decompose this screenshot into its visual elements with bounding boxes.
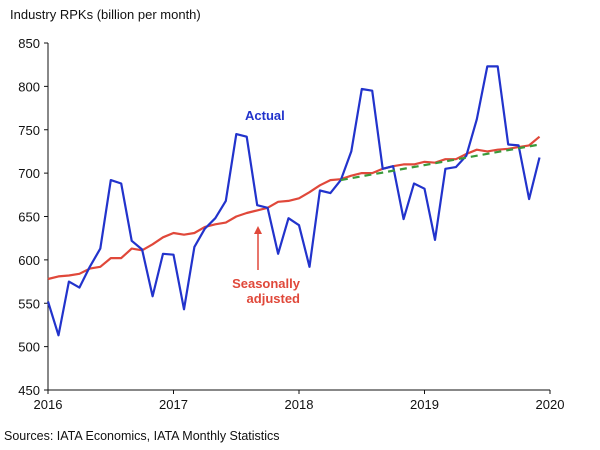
y-tick-label: 650 <box>18 210 40 225</box>
y-tick-label: 750 <box>18 123 40 138</box>
annotation-adjusted: adjusted <box>247 291 301 306</box>
trend-line-dashed <box>340 143 540 182</box>
series-line-seasonally-adjusted <box>47 135 541 281</box>
y-tick-label: 550 <box>18 296 40 311</box>
y-tick-label: 600 <box>18 253 40 268</box>
y-tick-label: 800 <box>18 79 40 94</box>
y-tick-label: 700 <box>18 166 40 181</box>
chart-source: Sources: IATA Economics, IATA Monthly St… <box>4 429 280 443</box>
x-tick-label: 2016 <box>34 397 63 412</box>
x-tick-label: 2017 <box>159 397 188 412</box>
x-tick-label: 2018 <box>285 397 314 412</box>
chart-title: Industry RPKs (billion per month) <box>10 7 201 22</box>
y-tick-label: 850 <box>18 36 40 51</box>
x-tick-label: 2020 <box>536 397 565 412</box>
annotation-actual: Actual <box>245 108 285 123</box>
arrow-head-icon <box>254 226 262 234</box>
x-tick-label: 2019 <box>410 397 439 412</box>
y-tick-label: 500 <box>18 340 40 355</box>
series-line-actual <box>46 65 541 337</box>
y-tick-label: 450 <box>18 383 40 398</box>
annotation-seasonally: Seasonally <box>232 276 301 291</box>
